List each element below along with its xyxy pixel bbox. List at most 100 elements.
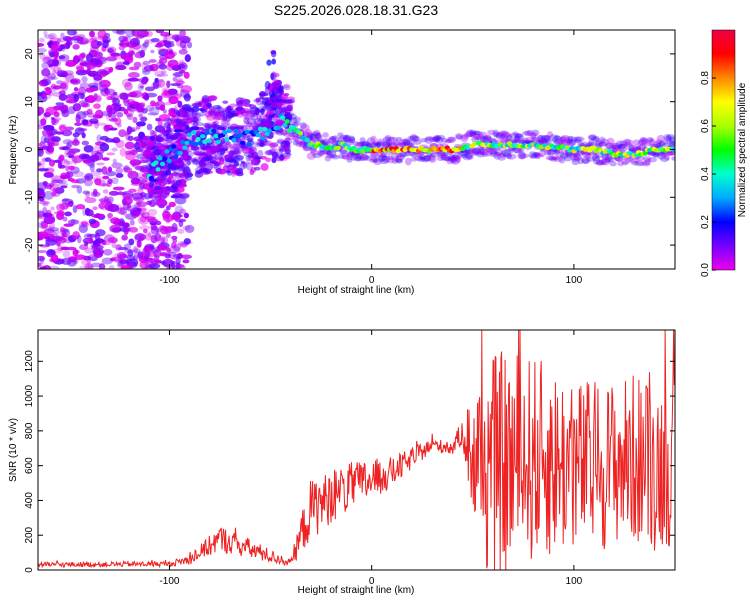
spectrogram-halo-blob [617,160,624,167]
spectrogram-halo-blob [300,123,310,132]
spectrogram-noise-blob [138,164,150,174]
spectrogram-scatter-blob [283,83,291,91]
spectrogram-halo-blob [327,137,337,144]
spectrogram-halo-blob [566,139,574,144]
spectrogram-ridge-blob [240,140,246,146]
spectrogram-y-ticks: -20 -10 0 10 20 [24,48,675,252]
spectrogram-halo-blob [325,150,333,156]
spectrogram-noise-blob [183,93,191,102]
spectrogram-halo-blob [526,129,534,137]
spectrogram-halo-blob [636,155,646,161]
spectrogram-scatter-blob [147,181,153,186]
spectrogram-noise-blob [128,71,140,79]
spectrogram-halo-blob [399,138,409,146]
spectrogram-halo-blob [188,157,198,162]
spectrogram-noise-blob [134,234,142,243]
spectrogram-noise-blob [52,138,60,147]
spectrogram-halo-blob [450,157,457,164]
spectrogram-noise-blob [38,182,47,191]
spectrogram-noise-blob [150,195,162,201]
spectrogram-scatter-blob [281,144,291,151]
spectrogram-noise-blob [40,265,47,269]
spectrogram-noise-blob [136,30,149,38]
spectrogram-halo-blob [638,143,647,152]
spectrogram-halo-blob [239,162,246,171]
spectrogram-noise-blob [123,228,129,235]
spectrogram-noise-blob [158,244,168,251]
spectrogram-halo-blob [282,132,291,137]
spectrogram-noise-blob [102,40,109,49]
spectrogram-noise-blob [82,123,94,127]
spectrogram-noise-blob [64,126,74,131]
spectrogram-halo-blob [390,154,400,160]
spectrogram-noise-blob [98,70,111,75]
spectrogram-scatter-blob [213,111,221,117]
spectrogram-halo-blob [663,154,671,161]
spectrogram-halo-blob [631,143,642,152]
spectrogram-halo-blob [182,162,190,170]
spectrogram-halo-blob [648,138,656,146]
spectrogram-halo-blob [641,137,649,142]
spectrogram-ridge-blob [280,115,286,120]
spectrogram-noise-blob [112,30,124,34]
spectrogram-noise-blob [128,188,137,193]
spectrogram-noise-blob [183,71,190,79]
spectrogram-scatter-blob [168,134,178,140]
spectrogram-noise-blob [107,166,113,173]
spectrogram-scatter-blob [283,113,293,121]
spectrogram-halo-blob [192,159,199,165]
spectrogram-scatter-blob [201,95,210,103]
spectrogram-halo-blob [574,139,583,144]
spectrogram-streak-blob [271,103,279,108]
spectrogram-noise-blob [86,257,92,266]
spectrogram-halo-blob [465,130,474,138]
spectrogram-halo-blob [310,131,321,136]
spectrogram-halo-blob [517,152,527,160]
spectrogram-noise-blob [122,196,133,206]
spectrogram-halo-blob [161,177,171,183]
spectrogram-halo-blob [382,141,391,149]
spectrogram-noise-blob [115,167,124,175]
spectrogram-ridge-blob [195,136,201,142]
spectrogram-halo-blob [511,139,519,144]
spectrogram-noise-blob [163,225,174,234]
spectrogram-halo-blob [342,135,350,143]
spectrogram-halo-blob [182,114,192,121]
spectrogram-halo-blob [567,135,574,142]
spectrogram-noise-blob [39,197,46,202]
spectrogram-halo-blob [339,134,349,140]
spectrogram-noise-blob [110,52,121,57]
spectrogram-noise-blob [62,35,73,42]
spectrogram-noise-blob [105,112,111,121]
spectrogram-halo-blob [499,151,507,159]
spectrogram-noise-blob [150,49,155,54]
spectrogram-noise-blob [182,259,190,264]
spectrogram-noise-blob [160,260,165,265]
spectrogram-scatter-blob [248,149,253,153]
spectrogram-noise-blob [127,77,140,82]
spectrogram-halo-blob [637,139,644,147]
spectrogram-noise-blob [89,44,101,49]
spectrogram-halo-blob [286,134,297,140]
spectrogram-noise-blob [72,43,80,50]
spectrogram-noise-blob [84,241,89,247]
spectrogram-noise-blob [53,111,60,118]
spectrogram-noise-blob [168,112,175,116]
spectrogram-halo-blob [573,153,581,158]
spectrogram-noise-blob [128,226,139,233]
spectrogram-noise-blob [172,93,183,99]
spectrogram-halo-blob [168,132,177,141]
spectrogram-halo-blob [573,136,582,143]
spectrogram-halo-blob [247,151,255,158]
spectrogram-noise-blob [79,265,91,269]
spectrogram-noise-blob [175,256,181,266]
spectrogram-halo-blob [211,114,220,120]
spectrogram-noise-blob [137,82,145,92]
spectrogram-halo-blob [228,111,239,117]
spectrogram-halo-blob [596,160,604,166]
spectrogram-noise-blob [118,129,127,138]
spectrogram-ridge-blob [226,128,232,134]
spectrogram-noise-blob [47,249,56,256]
spectrogram-halo-blob [514,133,525,142]
spectrogram-noise-blob [170,83,182,87]
